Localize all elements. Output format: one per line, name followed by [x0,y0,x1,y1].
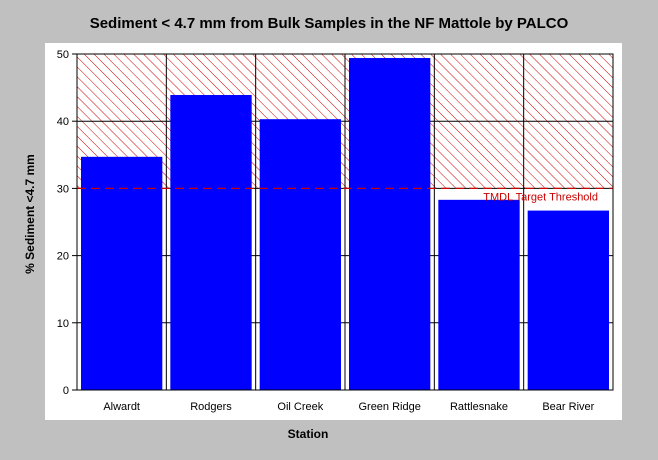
bar-green-ridge [349,58,431,390]
y-tick-label: 10 [57,318,69,330]
plot-frame [76,53,614,391]
bar-rodgers [170,94,252,390]
bar-bear-river [527,210,609,390]
y-tick-label: 30 [57,183,69,195]
bar-alwardt [81,156,163,390]
y-axis-label: % Sediment <4.7 mm [23,154,37,274]
y-tick-label: 40 [57,116,69,128]
x-tick-label: Oil Creek [277,401,323,413]
y-tick-label: 20 [57,251,69,263]
y-tick-label: 50 [57,49,69,61]
threshold-label: TMDL Target Threshold [483,191,598,203]
bar-oil-creek [259,119,341,391]
x-axis-label: Station [288,427,329,441]
chart-title: Sediment < 4.7 mm from Bulk Samples in t… [90,15,569,32]
x-tick-label: Rattlesnake [450,401,508,413]
y-tick-label: 0 [63,385,69,397]
x-tick-label: Rodgers [190,401,232,413]
bar-rattlesnake [438,199,520,390]
x-tick-label: Bear River [542,401,594,413]
x-tick-label: Alwardt [103,401,140,413]
x-tick-label: Green Ridge [358,401,420,413]
